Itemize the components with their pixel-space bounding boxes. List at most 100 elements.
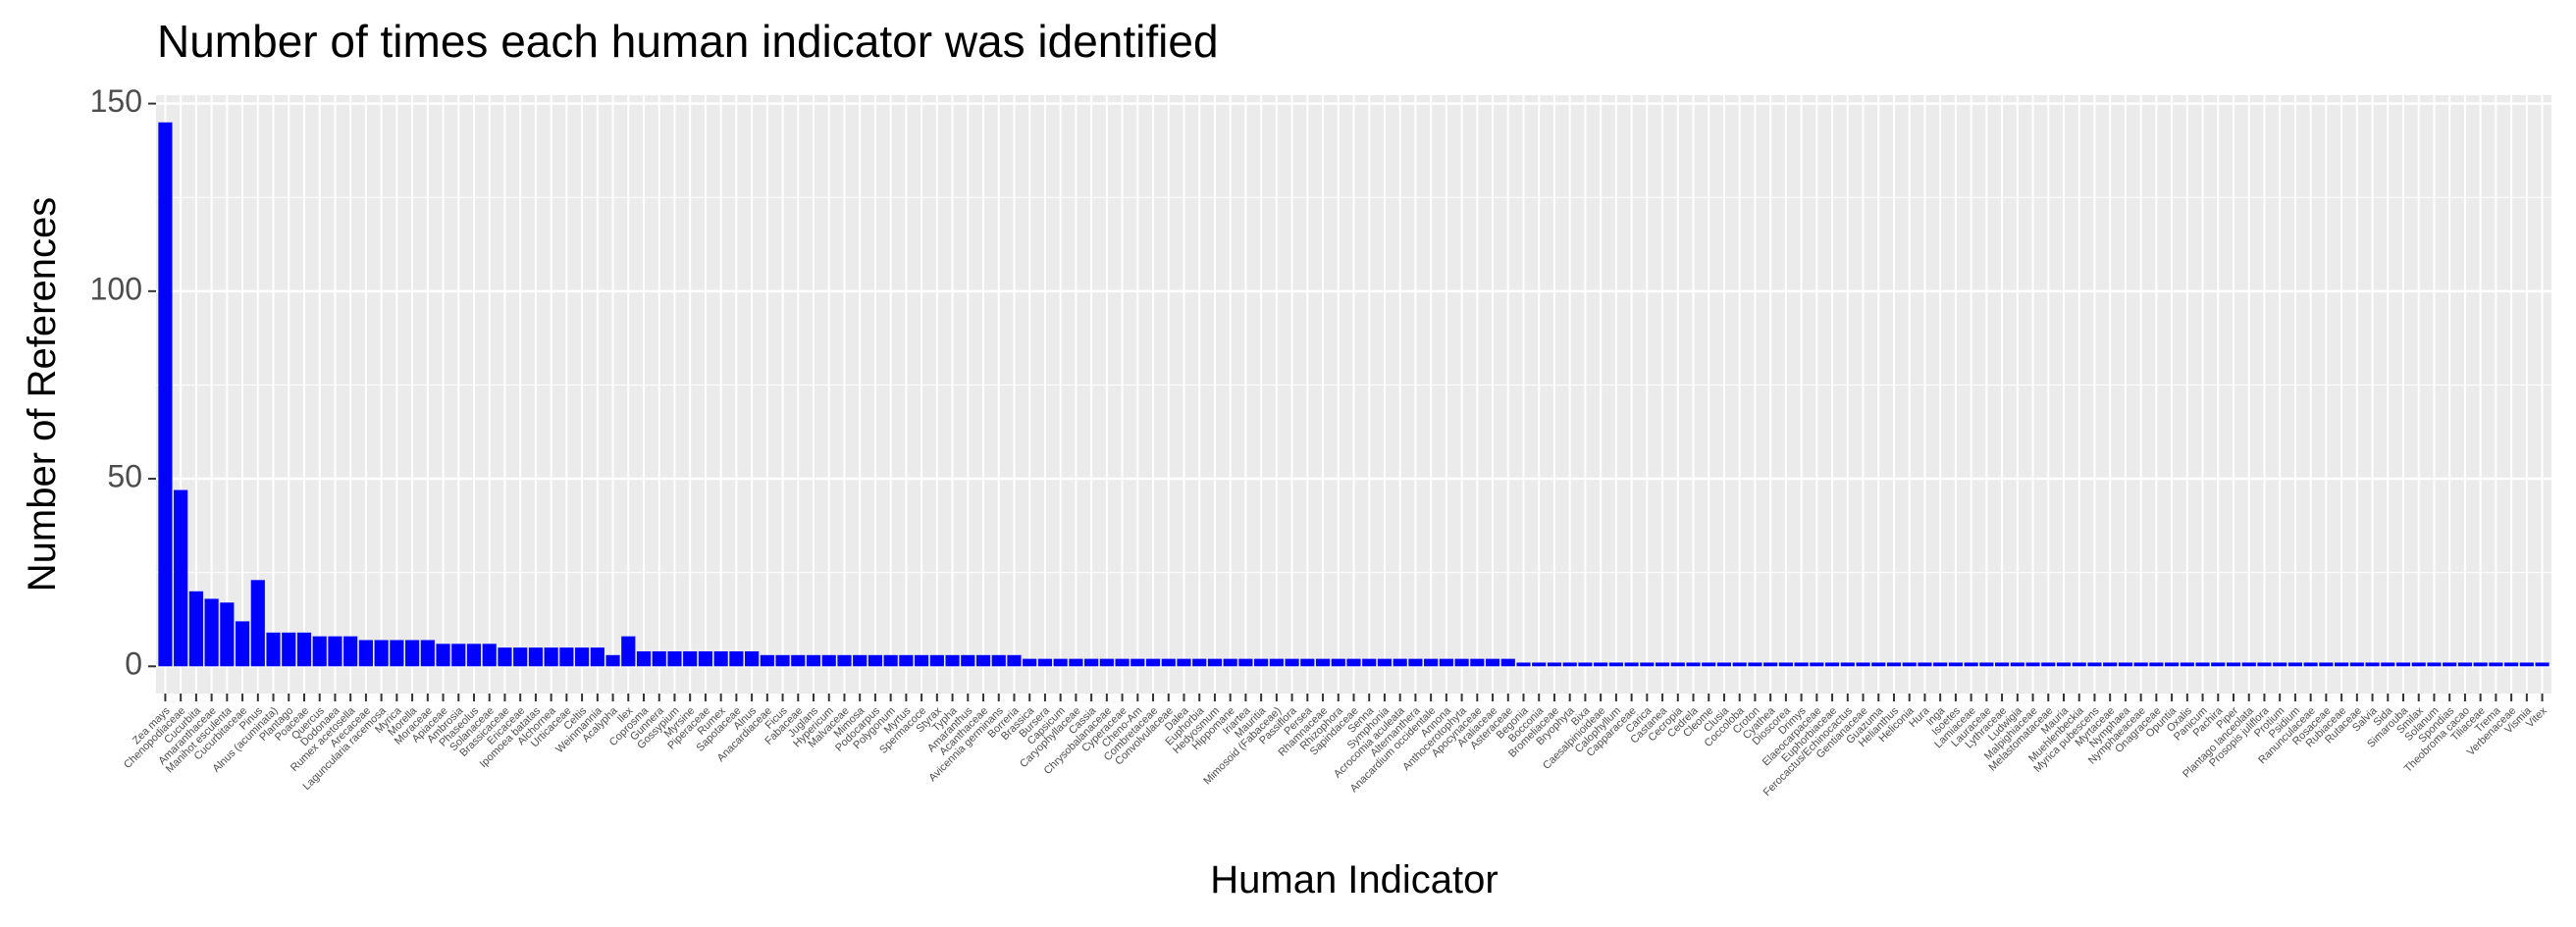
bar [2118, 662, 2132, 667]
bar [158, 122, 173, 667]
bar [2504, 662, 2519, 667]
bar [837, 654, 852, 667]
bar [1393, 658, 1407, 667]
bar [1948, 662, 1963, 667]
bar [1778, 662, 1793, 667]
bar [2457, 662, 2473, 667]
bar [698, 650, 712, 667]
bar [2165, 662, 2180, 667]
bar [1748, 662, 1762, 667]
bar [621, 636, 636, 667]
bar [1254, 658, 1269, 667]
bar [250, 580, 265, 667]
bar [2535, 662, 2550, 667]
bar [1562, 662, 1577, 667]
y-axis-title: Number of References [21, 197, 64, 592]
bar [2010, 662, 2024, 667]
bar [2365, 662, 2380, 667]
bar [2319, 662, 2334, 667]
bar [1933, 662, 1948, 667]
bar [1670, 662, 1685, 667]
bar [1161, 658, 1176, 667]
bar [1346, 658, 1361, 667]
bar [1331, 658, 1345, 667]
bar [1470, 658, 1485, 667]
bar [1824, 662, 1840, 667]
bar [1871, 662, 1886, 667]
bar [899, 654, 914, 667]
bar [1130, 658, 1145, 667]
bar [652, 650, 666, 667]
bar [1979, 662, 1994, 667]
bar [1578, 662, 1593, 667]
bar [1547, 662, 1562, 667]
bar [2381, 662, 2395, 667]
bar [544, 647, 558, 667]
bar [1192, 658, 1207, 667]
bar [683, 650, 698, 667]
bar [1207, 658, 1223, 667]
bar [667, 650, 682, 667]
bar [1485, 658, 1500, 667]
bar [1640, 662, 1655, 667]
bar [1794, 662, 1809, 667]
bar [2257, 662, 2272, 667]
bar [2149, 662, 2164, 667]
bar [791, 654, 806, 667]
bar [312, 636, 327, 667]
bar [961, 654, 975, 667]
bar [853, 654, 867, 667]
bar [806, 654, 821, 667]
bar [2241, 662, 2256, 667]
bar [1532, 662, 1547, 667]
bar [1023, 658, 1037, 667]
bar [1145, 658, 1161, 667]
bar [1964, 662, 1978, 667]
bar [575, 647, 590, 667]
bar [2489, 662, 2503, 667]
bar [1840, 662, 1855, 667]
bar [296, 632, 312, 667]
bar [2443, 662, 2457, 667]
bar [1177, 658, 1191, 667]
bar [204, 598, 219, 667]
bar [1686, 662, 1701, 667]
bar [2273, 662, 2287, 667]
bar [451, 644, 466, 667]
bar [2395, 662, 2411, 667]
bar [2427, 662, 2442, 667]
bar [1300, 658, 1315, 667]
bar [1716, 662, 1732, 667]
bar [498, 647, 512, 667]
bar [745, 650, 760, 667]
bar [188, 591, 203, 667]
bar [775, 654, 790, 667]
x-axis-title: Human Indicator [1210, 858, 1498, 901]
bar [883, 654, 898, 667]
bar [1424, 658, 1439, 667]
bar [1084, 658, 1099, 667]
bar [1655, 662, 1670, 667]
bar [2473, 662, 2488, 667]
bar [1594, 662, 1608, 667]
bar [1500, 658, 1515, 667]
bar [2072, 662, 2086, 667]
bar [358, 640, 373, 667]
bar [1902, 662, 1917, 667]
bar [328, 636, 342, 667]
bar [1223, 658, 1237, 667]
bar [466, 644, 482, 667]
bar [1886, 662, 1902, 667]
bar [915, 654, 929, 667]
bar [2335, 662, 2349, 667]
bar [1608, 662, 1623, 667]
bar [1238, 658, 1253, 667]
bar [1115, 658, 1130, 667]
bar [991, 654, 1006, 667]
bar [1995, 662, 2010, 667]
bar [713, 650, 728, 667]
bar [513, 647, 528, 667]
bar [1408, 658, 1423, 667]
bar [729, 650, 744, 667]
